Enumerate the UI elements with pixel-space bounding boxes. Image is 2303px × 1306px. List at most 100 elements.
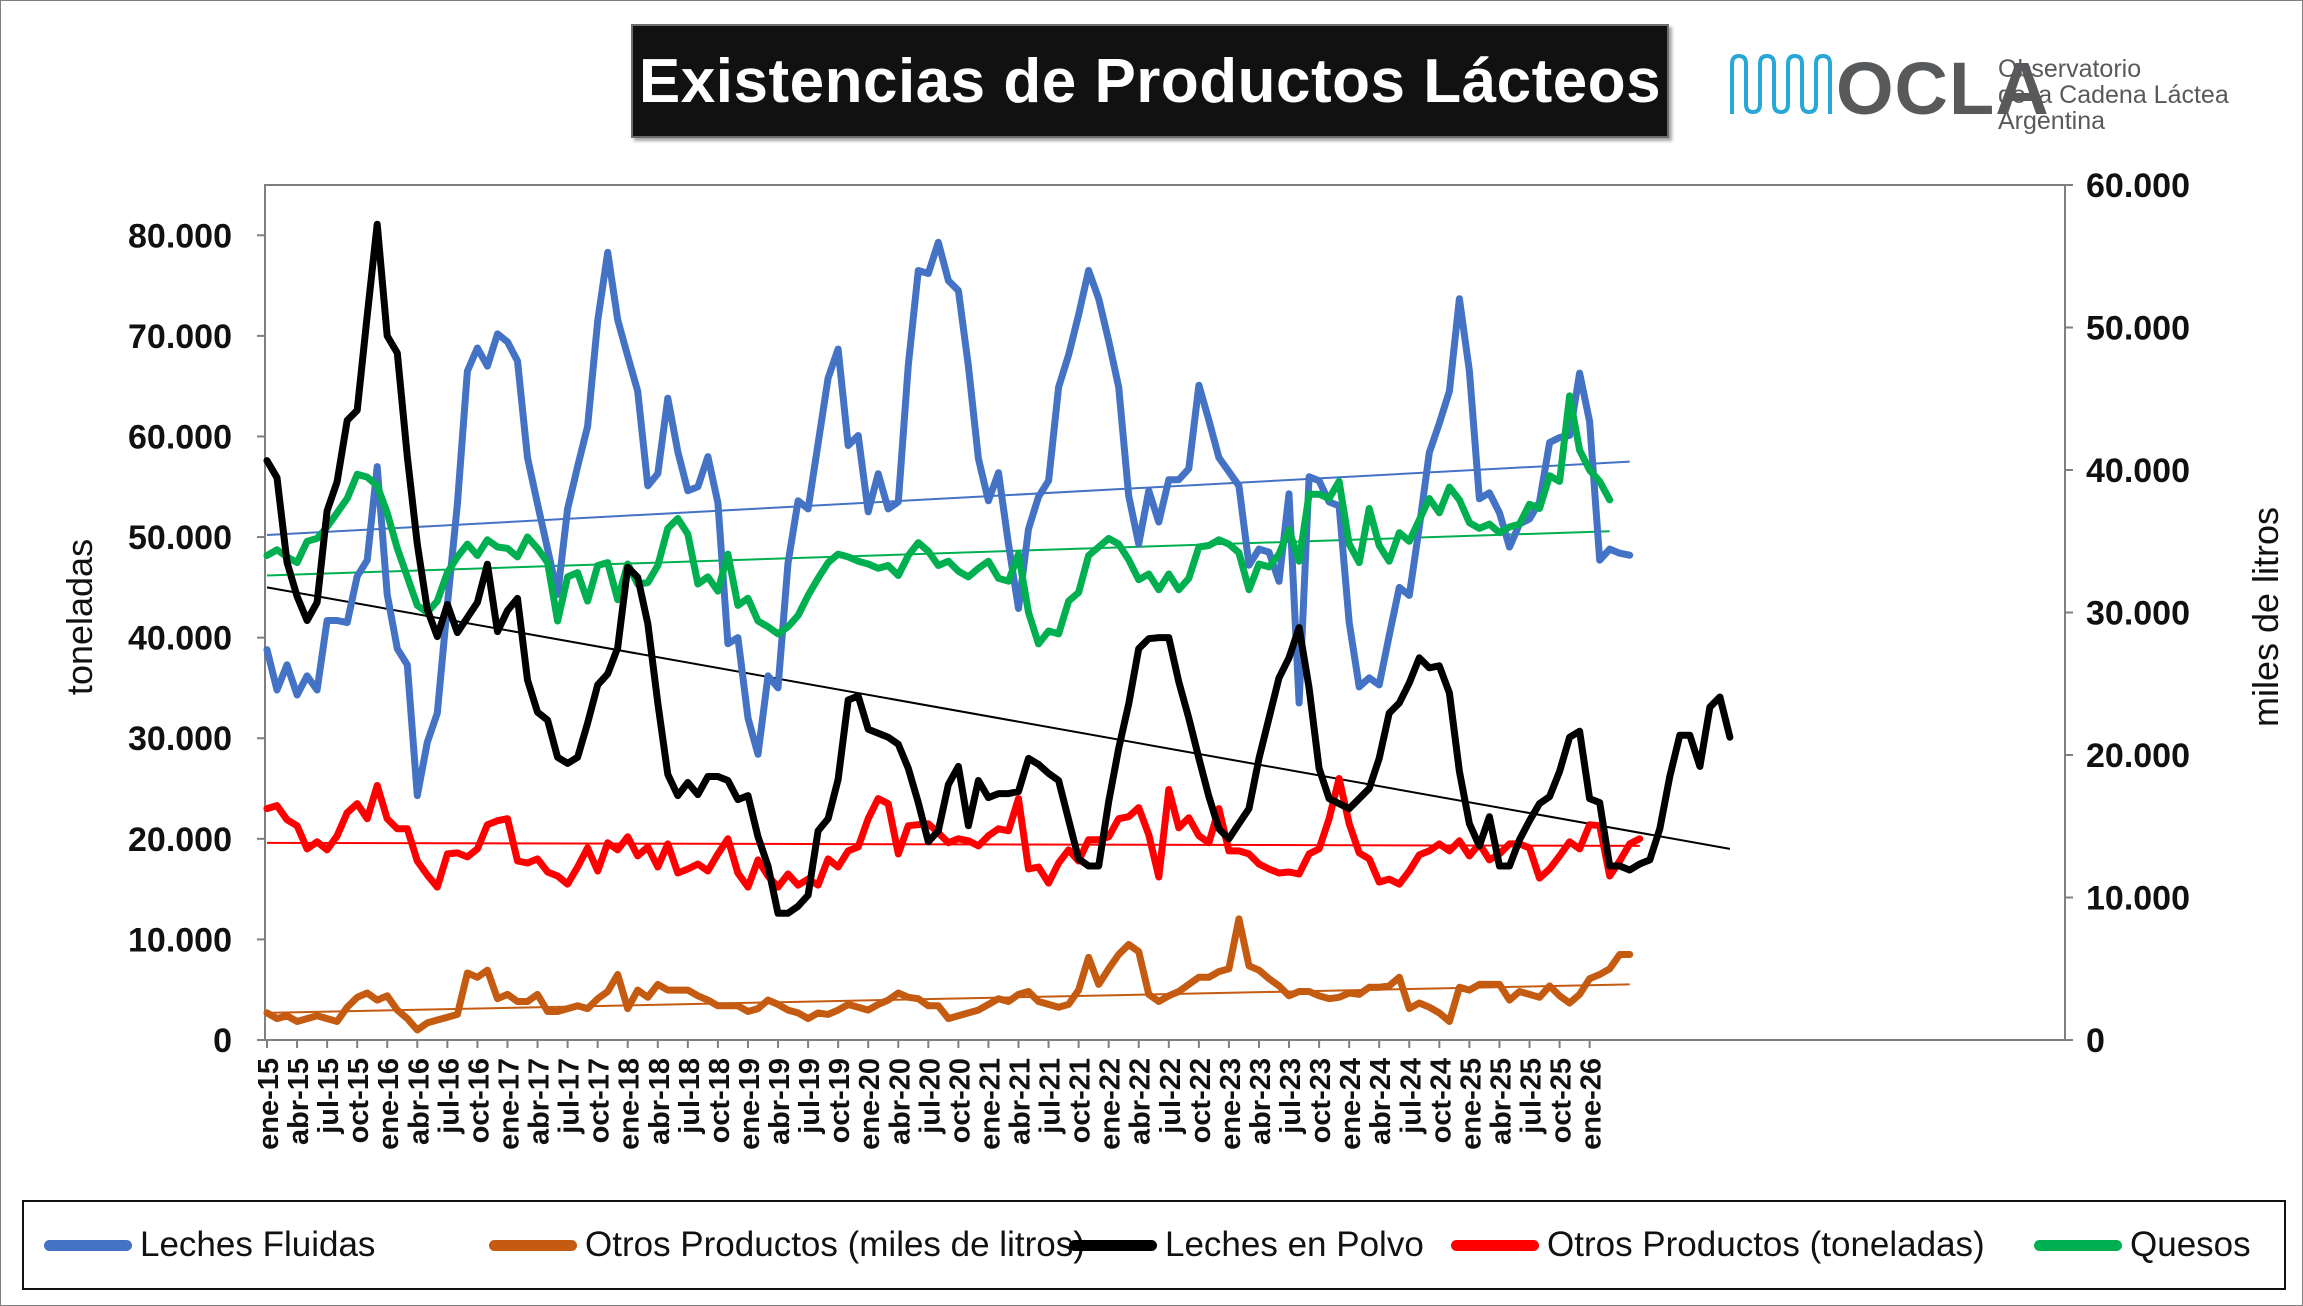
- y-axis-left-label: toneladas: [59, 539, 100, 695]
- x-tick-label: oct-19: [824, 1058, 856, 1143]
- y-right-tick-label: 10.000: [2086, 880, 2190, 918]
- series-line-otros-productos-miles-de-litros: [263, 915, 1634, 1034]
- chart-title-box: Existencias de Productos Lácteos: [631, 24, 1669, 138]
- legend-item: Otros Productos (miles de litros): [489, 1202, 1085, 1288]
- x-tick-label: jul-24: [1395, 1058, 1427, 1135]
- milk-waves-icon: [1730, 53, 1832, 115]
- x-tick-label: oct-16: [463, 1058, 495, 1143]
- trend-line-leches-en-polvo: [266, 586, 1731, 850]
- y-right-tick-label: 30.000: [2086, 595, 2190, 633]
- x-tick-label: ene-19: [734, 1058, 766, 1150]
- y-right-tick-label: 40.000: [2086, 452, 2190, 490]
- legend: Leches Fluidas Otros Productos (miles de …: [22, 1200, 2286, 1290]
- y-left-tick-label: 40.000: [128, 620, 232, 658]
- x-tick-label: jul-15: [313, 1058, 345, 1135]
- legend-swatch: [1451, 1239, 1539, 1251]
- x-tick-label: abr-23: [1245, 1058, 1277, 1145]
- legend-label: Leches Fluidas: [140, 1225, 376, 1264]
- y-right-tick-label: 60.000: [2086, 167, 2190, 205]
- ocla-logo: OCLA Observatorio de la Cadena Láctea Ar…: [1728, 47, 2248, 152]
- x-tick-label: abr-19: [764, 1058, 796, 1145]
- x-tick-label: oct-21: [1065, 1058, 1097, 1143]
- x-tick-label: oct-22: [1185, 1058, 1217, 1143]
- x-tick-label: abr-20: [884, 1058, 916, 1145]
- line-chart: 0 10.000 20.000 30.000 40.000 50.000 60.000 70.…: [59, 167, 2286, 1150]
- x-tick-label: abr-15: [283, 1058, 315, 1145]
- x-tick-label: ene-22: [1095, 1058, 1127, 1150]
- x-tick-label: jul-19: [794, 1058, 826, 1135]
- x-tick-label: ene-24: [1335, 1058, 1367, 1150]
- x-tick-label: oct-25: [1546, 1058, 1578, 1143]
- x-tick-label: abr-21: [1005, 1058, 1037, 1145]
- logo-line-2: de la Cadena Láctea: [1998, 81, 2229, 109]
- plot-area: [264, 184, 2066, 1041]
- axes: 0 10.000 20.000 30.000 40.000 50.000 60.000 70.…: [128, 167, 2190, 1150]
- chart-title: Existencias de Productos Lácteos: [638, 46, 1662, 116]
- y-right-tick-label: 0: [2086, 1022, 2105, 1060]
- legend-swatch: [44, 1239, 132, 1251]
- logo-line-3: Argentina: [1998, 107, 2106, 135]
- logo-brand: OCLA: [1836, 47, 2050, 130]
- x-tick-label: jul-20: [914, 1058, 946, 1135]
- legend-swatch: [2034, 1239, 2122, 1251]
- y-left-tick-label: 70.000: [128, 318, 232, 356]
- x-tick-label: ene-26: [1576, 1058, 1608, 1150]
- x-tick-label: jul-23: [1275, 1058, 1307, 1135]
- x-tick-label: ene-23: [1215, 1058, 1247, 1150]
- y-right-tick-label: 20.000: [2086, 737, 2190, 775]
- x-tick-label: jul-25: [1516, 1058, 1548, 1135]
- x-tick-label: abr-16: [403, 1058, 435, 1145]
- series-lines: [263, 220, 1734, 1034]
- x-tick-label: jul-16: [433, 1058, 465, 1135]
- y-left-tick-label: 20.000: [128, 821, 232, 859]
- logo-line-1: Observatorio: [1998, 55, 2142, 83]
- x-tick-label: abr-24: [1365, 1058, 1397, 1145]
- legend-item: Quesos: [2034, 1202, 2251, 1288]
- x-tick-label: jul-17: [554, 1058, 586, 1135]
- x-tick-label: abr-18: [644, 1058, 676, 1145]
- logo-subtitle: Observatorio de la Cadena Láctea Argenti…: [1998, 56, 2229, 134]
- y-right-tick-label: 50.000: [2086, 310, 2190, 348]
- y-left-tick-label: 50.000: [128, 519, 232, 557]
- series-line-leches-fluidas: [263, 238, 1634, 800]
- x-tick-label: ene-20: [854, 1058, 886, 1150]
- x-tick-label: oct-17: [584, 1058, 616, 1143]
- x-tick-label: oct-20: [944, 1058, 976, 1143]
- trend-line-leches-fluidas: [266, 460, 1630, 537]
- x-tick-label: ene-15: [253, 1058, 285, 1150]
- x-tick-label: ene-16: [373, 1058, 405, 1150]
- y-left-tick-label: 30.000: [128, 720, 232, 758]
- legend-item: Leches en Polvo: [1069, 1202, 1424, 1288]
- x-tick-label: ene-17: [493, 1058, 525, 1150]
- series-line-leches-en-polvo: [263, 220, 1734, 917]
- x-tick-label: ene-25: [1455, 1058, 1487, 1150]
- legend-label: Otros Productos (toneladas): [1547, 1225, 1985, 1264]
- series-line-quesos: [263, 392, 1614, 648]
- x-tick-label: oct-15: [343, 1058, 375, 1143]
- series-line-otros-productos-toneladas: [263, 775, 1644, 891]
- y-left-tick-label: 10.000: [128, 921, 232, 959]
- x-tick-label: abr-22: [1125, 1058, 1157, 1145]
- y-left-tick-label: 80.000: [128, 217, 232, 255]
- y-left-tick-label: 0: [213, 1022, 232, 1060]
- legend-label: Leches en Polvo: [1165, 1225, 1424, 1264]
- legend-item: Otros Productos (toneladas): [1451, 1202, 1985, 1288]
- x-tick-label: ene-18: [614, 1058, 646, 1150]
- legend-label: Otros Productos (miles de litros): [585, 1225, 1085, 1264]
- y-left-tick-label: 60.000: [128, 418, 232, 456]
- x-tick-label: abr-17: [524, 1058, 556, 1145]
- x-tick-label: oct-18: [704, 1058, 736, 1143]
- x-tick-label: oct-23: [1305, 1058, 1337, 1143]
- legend-swatch: [1069, 1239, 1157, 1251]
- y-axis-right-label: miles de litros: [2245, 507, 2286, 727]
- x-tick-label: jul-21: [1035, 1058, 1067, 1135]
- x-tick-label: abr-25: [1485, 1058, 1517, 1145]
- x-tick-label: jul-18: [674, 1058, 706, 1135]
- legend-swatch: [489, 1239, 577, 1251]
- legend-label: Quesos: [2130, 1225, 2251, 1264]
- x-tick-label: ene-21: [974, 1058, 1006, 1150]
- x-tick-label: oct-24: [1425, 1058, 1457, 1143]
- legend-item: Leches Fluidas: [44, 1202, 375, 1288]
- x-tick-label: jul-22: [1155, 1058, 1187, 1135]
